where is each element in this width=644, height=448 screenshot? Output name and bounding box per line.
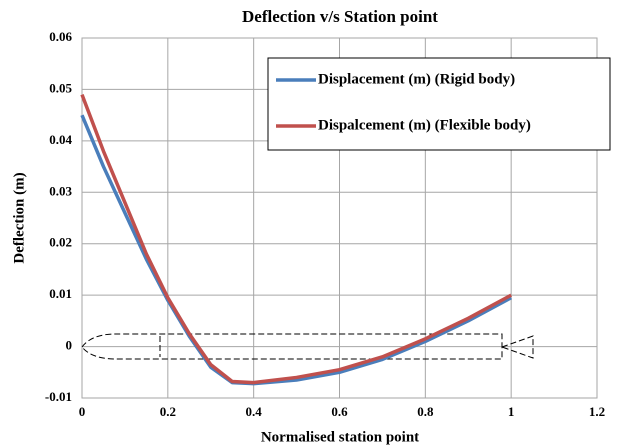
y-tick-label: 0.04: [49, 132, 72, 147]
blade-outline: [81, 333, 534, 360]
y-tick-label: -0.01: [45, 389, 72, 404]
x-tick-label: 0.2: [160, 404, 176, 419]
y-tick-label: 0.05: [49, 80, 72, 95]
x-tick-label: 1: [508, 404, 515, 419]
y-tick-label: 0.02: [49, 235, 72, 250]
y-tick-label: 0.01: [49, 286, 72, 301]
x-tick-label: 0.4: [246, 404, 263, 419]
plot-frame: [81, 37, 598, 399]
y-tick-label: 0: [66, 338, 73, 353]
x-axis-label: Normalised station point: [261, 429, 419, 445]
legend-label: Displacement (m) (Rigid body): [318, 71, 515, 87]
y-tick-label: 0.06: [49, 29, 72, 44]
x-tick-label: 0.8: [417, 404, 434, 419]
y-tick-label: 0.03: [49, 183, 72, 198]
x-tick-label: 1.2: [589, 404, 605, 419]
x-tick-label: 0.6: [331, 404, 348, 419]
legend-box: [267, 57, 611, 151]
legend-label: Dispalcement (m) (Flexible body): [318, 117, 531, 133]
x-tick-label: 0: [79, 404, 86, 419]
data-line: [80, 93, 512, 385]
chart-title: Deflection v/s Station point: [242, 7, 438, 26]
data-line: [80, 114, 512, 386]
y-axis-label: Deflection (m): [11, 172, 27, 263]
